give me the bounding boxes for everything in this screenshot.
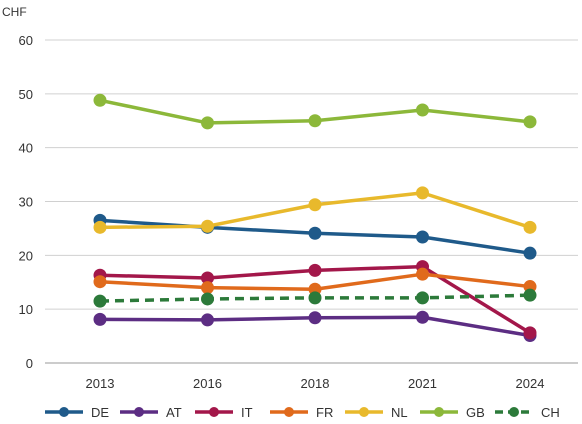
legend-swatch-marker xyxy=(209,407,219,417)
series-at xyxy=(93,310,537,343)
legend-swatch-marker xyxy=(509,407,519,417)
legend-swatch-marker xyxy=(434,407,444,417)
gridlines xyxy=(45,39,578,364)
data-point xyxy=(201,116,214,130)
legend-item-fr: FR xyxy=(270,405,333,420)
data-point xyxy=(523,326,537,340)
legend-label: DE xyxy=(91,405,109,420)
series-de xyxy=(93,213,537,260)
legend-label: GB xyxy=(466,405,485,420)
data-point xyxy=(416,230,429,244)
legend: DE AT IT FR NL GB CH xyxy=(45,405,560,420)
series-gb xyxy=(93,93,537,130)
legend-label: IT xyxy=(241,405,253,420)
data-point xyxy=(416,267,429,281)
data-point xyxy=(93,220,107,234)
legend-item-ch: CH xyxy=(495,405,560,420)
y-axis-tick-labels: 0 10 20 30 40 50 60 xyxy=(19,33,33,371)
data-point xyxy=(416,310,429,324)
data-point xyxy=(201,271,214,285)
data-point xyxy=(201,219,214,233)
x-tick-label: 2024 xyxy=(516,376,545,391)
legend-swatch-marker xyxy=(284,407,294,417)
data-point xyxy=(523,115,537,129)
data-point xyxy=(201,313,214,327)
data-point xyxy=(416,186,429,200)
data-point xyxy=(93,93,107,107)
x-tick-label: 2013 xyxy=(86,376,115,391)
legend-swatch-marker xyxy=(359,407,369,417)
data-point xyxy=(416,103,429,117)
series-lines xyxy=(93,93,537,343)
data-point xyxy=(523,246,537,260)
data-point xyxy=(308,198,322,212)
series-nl xyxy=(93,186,537,234)
legend-item-at: AT xyxy=(120,405,182,420)
data-point xyxy=(308,226,322,240)
legend-label: CH xyxy=(541,405,560,420)
data-point xyxy=(308,311,322,325)
data-point xyxy=(523,288,537,302)
data-point xyxy=(201,292,214,306)
legend-label: FR xyxy=(316,405,333,420)
y-tick-label: 40 xyxy=(19,141,33,156)
data-point xyxy=(93,294,107,308)
legend-swatch-marker xyxy=(134,407,144,417)
y-tick-label: 10 xyxy=(19,302,33,317)
legend-swatch-marker xyxy=(59,407,69,417)
legend-item-nl: NL xyxy=(345,405,408,420)
legend-label: AT xyxy=(166,405,182,420)
data-point xyxy=(416,291,429,305)
legend-item-de: DE xyxy=(45,405,109,420)
legend-label: NL xyxy=(391,405,408,420)
y-tick-label: 30 xyxy=(19,195,33,210)
legend-item-it: IT xyxy=(195,405,253,420)
legend-item-gb: GB xyxy=(420,405,485,420)
data-point xyxy=(201,281,214,295)
y-tick-label: 0 xyxy=(26,356,33,371)
data-point xyxy=(93,312,107,326)
y-axis-unit-label: CHF xyxy=(2,5,27,19)
data-point xyxy=(523,220,537,234)
data-point xyxy=(308,291,322,305)
data-point xyxy=(308,114,322,128)
y-tick-label: 20 xyxy=(19,248,33,263)
data-point xyxy=(93,275,107,289)
x-tick-label: 2018 xyxy=(301,376,330,391)
y-tick-label: 50 xyxy=(19,87,33,102)
x-tick-label: 2021 xyxy=(408,376,437,391)
series-ch xyxy=(93,288,537,308)
data-point xyxy=(308,263,322,277)
x-tick-label: 2016 xyxy=(193,376,222,391)
x-axis-tick-labels: 2013 2016 2018 2021 2024 xyxy=(86,376,545,391)
y-tick-label: 60 xyxy=(19,33,33,48)
